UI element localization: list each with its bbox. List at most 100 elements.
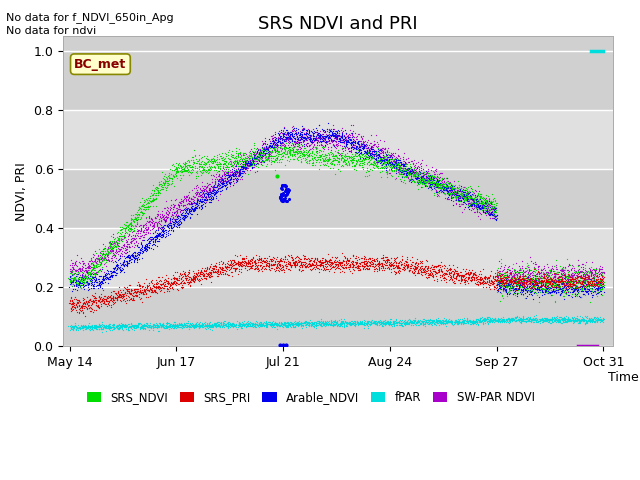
- Point: [90, 296, 100, 304]
- Point: [70, 275, 80, 283]
- Point: [358, 262, 368, 269]
- Point: [300, 263, 310, 271]
- Point: [563, 285, 573, 292]
- Point: [446, 268, 456, 276]
- Point: [82, 305, 92, 312]
- Point: [409, 317, 419, 324]
- Point: [70, 275, 80, 283]
- Point: [336, 156, 346, 164]
- Point: [282, 151, 292, 158]
- Point: [550, 275, 560, 282]
- Point: [307, 260, 317, 268]
- Point: [386, 161, 396, 169]
- Point: [344, 261, 354, 269]
- Point: [331, 254, 341, 262]
- Point: [474, 205, 484, 213]
- Point: [357, 156, 367, 164]
- Point: [561, 266, 572, 274]
- Point: [374, 151, 385, 159]
- Point: [504, 282, 515, 289]
- Point: [546, 267, 556, 275]
- Point: [373, 157, 383, 165]
- Point: [161, 213, 171, 221]
- Point: [490, 314, 500, 322]
- Point: [79, 276, 89, 284]
- Point: [536, 281, 546, 289]
- Point: [584, 272, 594, 280]
- Point: [172, 323, 182, 331]
- Point: [104, 249, 114, 256]
- Point: [415, 169, 425, 177]
- Point: [560, 282, 570, 290]
- Point: [337, 261, 348, 269]
- Point: [276, 266, 287, 274]
- Point: [415, 177, 425, 185]
- Point: [324, 320, 334, 328]
- Point: [527, 280, 537, 288]
- Point: [298, 251, 308, 259]
- Point: [197, 322, 207, 330]
- Point: [97, 285, 107, 292]
- Point: [492, 204, 502, 212]
- Point: [111, 240, 122, 248]
- Point: [86, 322, 96, 329]
- Point: [293, 153, 303, 160]
- Point: [320, 320, 330, 327]
- Point: [250, 161, 260, 168]
- Point: [380, 156, 390, 163]
- Point: [581, 283, 591, 291]
- Point: [144, 282, 154, 289]
- Point: [522, 281, 532, 289]
- Point: [444, 317, 454, 324]
- Point: [451, 190, 461, 197]
- Point: [488, 209, 498, 216]
- Point: [444, 183, 454, 191]
- Point: [389, 163, 399, 170]
- Point: [330, 317, 340, 325]
- Point: [219, 165, 229, 173]
- Point: [499, 318, 509, 325]
- Point: [582, 282, 592, 290]
- Point: [453, 178, 463, 185]
- Point: [232, 317, 243, 325]
- Point: [418, 177, 428, 184]
- Point: [208, 265, 218, 273]
- Point: [108, 300, 118, 307]
- Point: [215, 162, 225, 170]
- Point: [173, 201, 183, 209]
- Point: [413, 177, 424, 185]
- Point: [528, 277, 538, 285]
- Point: [260, 134, 270, 142]
- Point: [223, 179, 234, 187]
- Point: [345, 320, 355, 327]
- Point: [256, 255, 266, 263]
- Point: [286, 128, 296, 136]
- Point: [163, 277, 173, 285]
- Point: [465, 192, 475, 200]
- Point: [322, 318, 332, 325]
- Point: [477, 206, 488, 214]
- Point: [242, 164, 252, 171]
- Point: [80, 262, 90, 269]
- Point: [262, 149, 272, 157]
- Point: [344, 161, 354, 169]
- Point: [160, 234, 170, 241]
- Point: [397, 168, 407, 175]
- Point: [528, 280, 538, 288]
- Point: [289, 261, 300, 269]
- Point: [390, 157, 401, 165]
- Point: [499, 284, 509, 291]
- Point: [534, 276, 545, 284]
- Point: [312, 154, 323, 161]
- Point: [417, 176, 427, 183]
- Point: [239, 258, 250, 266]
- Point: [357, 318, 367, 326]
- Point: [439, 184, 449, 192]
- Point: [332, 148, 342, 156]
- Point: [234, 258, 244, 266]
- Point: [582, 275, 593, 283]
- Point: [540, 278, 550, 286]
- Point: [369, 152, 379, 160]
- Point: [339, 263, 349, 271]
- Point: [579, 285, 589, 293]
